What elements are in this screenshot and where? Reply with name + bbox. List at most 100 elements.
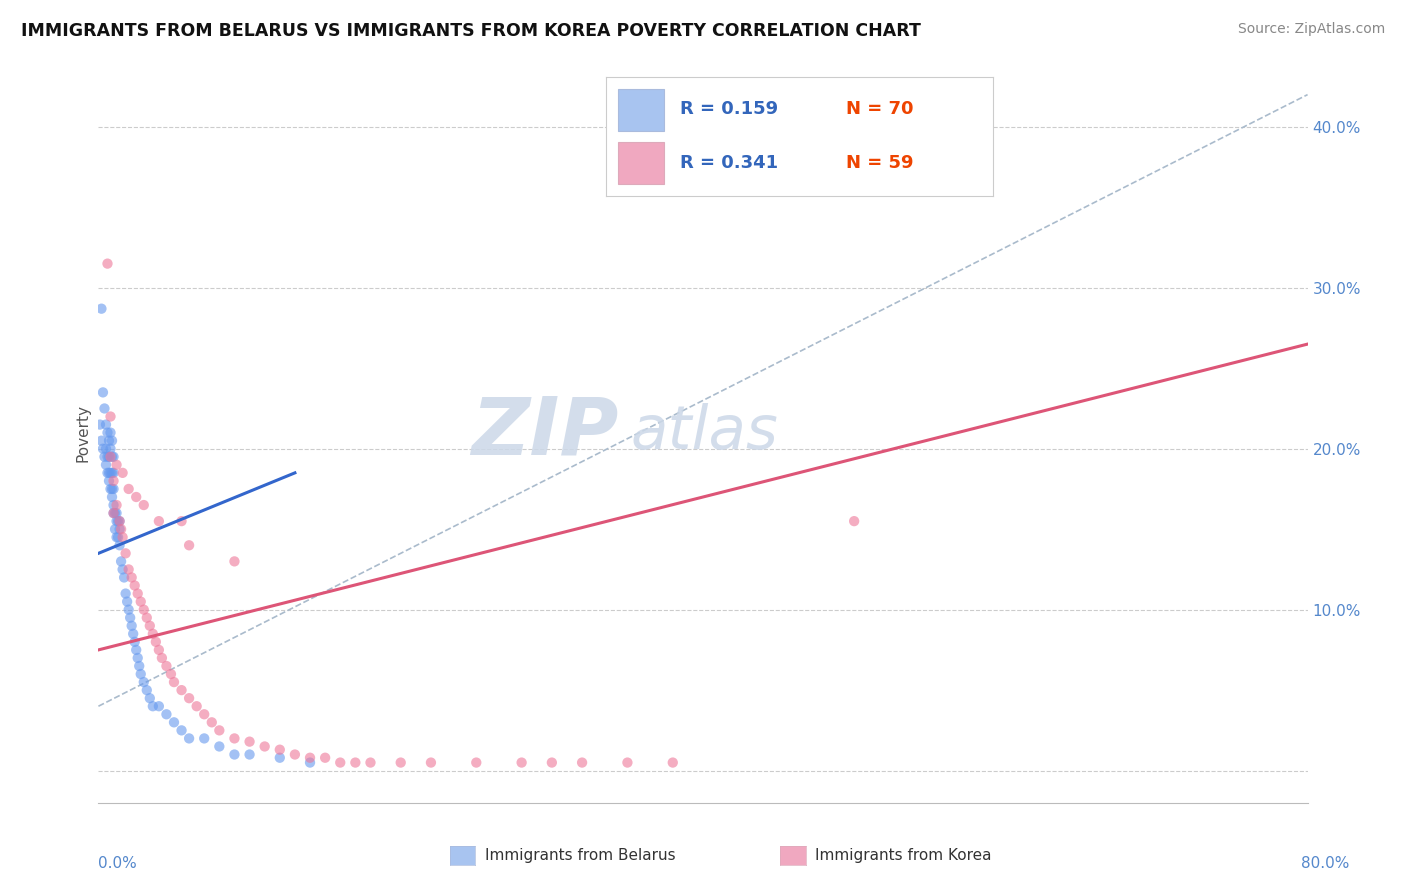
Point xyxy=(100,409,122,424)
Point xyxy=(107,514,129,528)
Point xyxy=(100,442,122,456)
Point xyxy=(98,434,121,448)
Point xyxy=(201,715,224,730)
Point xyxy=(105,506,128,520)
Point xyxy=(127,651,149,665)
Point xyxy=(91,442,114,456)
Point xyxy=(155,659,177,673)
Point xyxy=(103,498,125,512)
Point xyxy=(98,450,121,464)
Point xyxy=(139,691,162,706)
Point xyxy=(269,742,291,756)
Point xyxy=(148,643,170,657)
Point xyxy=(844,514,866,528)
Point xyxy=(420,756,443,770)
Point xyxy=(103,466,125,480)
Point xyxy=(616,756,638,770)
Point xyxy=(314,750,336,764)
Point xyxy=(510,756,533,770)
Point xyxy=(329,756,352,770)
Point xyxy=(118,562,141,576)
Point xyxy=(844,120,866,134)
Text: Immigrants from Korea: Immigrants from Korea xyxy=(815,848,993,863)
Point xyxy=(96,257,118,271)
Point xyxy=(179,731,201,746)
Point xyxy=(170,683,193,698)
Point xyxy=(135,610,157,624)
Point xyxy=(103,482,125,496)
Point xyxy=(128,659,150,673)
Point xyxy=(105,498,128,512)
Point xyxy=(101,466,124,480)
Point xyxy=(105,530,128,544)
Point xyxy=(101,434,124,448)
Point xyxy=(96,425,118,440)
Point xyxy=(125,643,148,657)
Point xyxy=(299,750,322,764)
Point xyxy=(105,458,128,472)
Point xyxy=(91,385,114,400)
Point xyxy=(139,619,162,633)
Point xyxy=(108,522,131,536)
Point xyxy=(224,554,246,568)
Point xyxy=(145,635,167,649)
Point xyxy=(111,530,134,544)
Point xyxy=(94,458,117,472)
Point xyxy=(193,731,215,746)
Point xyxy=(239,747,262,762)
Point xyxy=(121,570,143,584)
Point xyxy=(465,756,488,770)
Point xyxy=(224,731,246,746)
Point xyxy=(253,739,276,754)
Point xyxy=(103,474,125,488)
Point xyxy=(118,482,141,496)
Point xyxy=(103,506,125,520)
Point xyxy=(103,450,125,464)
Point xyxy=(115,594,138,608)
Point xyxy=(129,594,152,608)
Point xyxy=(108,514,131,528)
Point xyxy=(148,699,170,714)
Point xyxy=(224,747,246,762)
Point xyxy=(96,450,118,464)
Point xyxy=(110,522,132,536)
Point xyxy=(132,675,155,690)
Point xyxy=(114,546,136,560)
Point xyxy=(170,514,193,528)
Point xyxy=(186,699,208,714)
Point xyxy=(94,417,117,432)
Point xyxy=(105,514,128,528)
Text: ZIP: ZIP xyxy=(471,393,619,472)
Point xyxy=(179,538,201,552)
Point xyxy=(90,301,112,316)
Point xyxy=(98,474,121,488)
Text: Immigrants from Belarus: Immigrants from Belarus xyxy=(485,848,676,863)
Point xyxy=(120,610,142,624)
Point xyxy=(122,627,145,641)
Point xyxy=(98,466,121,480)
Point xyxy=(148,514,170,528)
Point xyxy=(661,756,683,770)
Point xyxy=(108,514,131,528)
Point xyxy=(170,723,193,738)
Point xyxy=(93,401,115,416)
Point xyxy=(269,750,291,764)
Point xyxy=(571,756,593,770)
Point xyxy=(101,482,124,496)
Point xyxy=(135,683,157,698)
Point xyxy=(107,530,129,544)
Point xyxy=(155,707,177,722)
Point xyxy=(111,466,134,480)
Point xyxy=(118,602,141,616)
Point xyxy=(114,586,136,600)
Point xyxy=(299,756,322,770)
Point xyxy=(89,417,111,432)
Text: atlas: atlas xyxy=(630,403,779,462)
Point xyxy=(344,756,367,770)
Point xyxy=(121,619,143,633)
Point xyxy=(389,756,412,770)
Point xyxy=(93,450,115,464)
Y-axis label: Poverty: Poverty xyxy=(75,403,90,462)
Point xyxy=(160,667,183,681)
Text: 80.0%: 80.0% xyxy=(1302,856,1350,871)
